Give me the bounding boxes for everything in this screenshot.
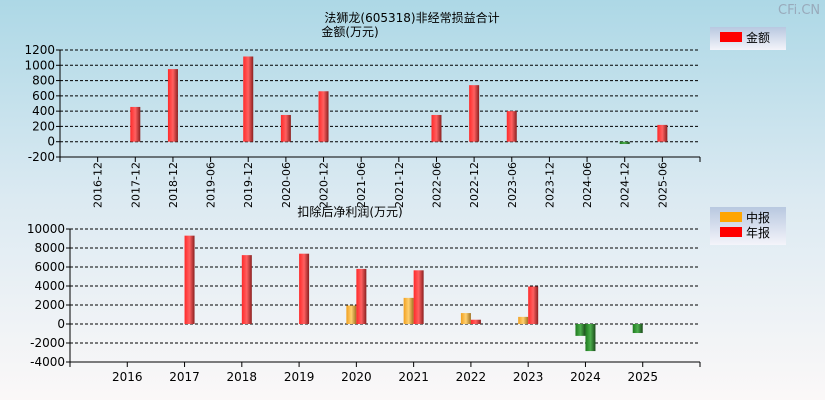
y-tick-label: 6000 (34, 260, 65, 274)
watermark: CFi.CN (778, 3, 820, 18)
y-tick-label: 8000 (34, 241, 65, 255)
bar-中报 (346, 305, 357, 324)
x-tick-label: 2017-12 (129, 162, 142, 208)
x-tick-label: 2022-06 (430, 162, 443, 208)
y-tick-label: -4000 (30, 355, 65, 369)
y-tick-label: 10000 (27, 222, 65, 236)
bar-金额 (130, 106, 141, 142)
chart-1-ylabel: 金额(万元) (321, 24, 378, 39)
x-tick-label: 2021 (398, 370, 429, 384)
y-tick-label: 0 (47, 135, 55, 149)
x-tick-label: 2025 (627, 370, 658, 384)
x-tick-label: 2018 (227, 370, 258, 384)
legend-swatch (720, 212, 742, 222)
legend-label: 年报 (746, 225, 770, 240)
x-tick-label: 2018-12 (167, 162, 180, 208)
x-tick-label: 2020-06 (280, 162, 293, 208)
y-tick-label: 800 (32, 74, 55, 88)
y-tick-label: 4000 (34, 279, 65, 293)
x-tick-label: 2024-06 (581, 162, 594, 208)
y-tick-label: 0 (57, 317, 65, 331)
x-tick-label: 2021-12 (393, 162, 406, 208)
bar-年报 (413, 270, 424, 324)
bar-中报 (575, 324, 586, 336)
legend-swatch (720, 227, 742, 237)
x-tick-label: 2024-12 (619, 162, 632, 208)
x-tick-label: 2023 (513, 370, 544, 384)
x-tick-label: 2017 (169, 370, 200, 384)
bar-中报 (518, 316, 529, 324)
x-tick-label: 2019-06 (205, 162, 218, 208)
y-tick-label: 400 (32, 104, 55, 118)
chart-2: -4000 -2000 0 2000 4000 6000 8000 10000 2016 2017… (27, 207, 786, 384)
x-tick-label: 2023-12 (543, 162, 556, 208)
bar-年报 (470, 319, 481, 324)
bar-金额 (431, 114, 442, 142)
bar-中报 (460, 313, 471, 324)
x-tick-label: 2016-12 (92, 162, 105, 208)
chart-1-title: 法狮龙(605318)非经常损益合计 (324, 10, 499, 25)
bar-金额 (318, 91, 329, 142)
x-tick-label: 2025-06 (656, 162, 669, 208)
x-tick-label: 2016 (112, 370, 143, 384)
x-tick-label: 2021-06 (355, 162, 368, 208)
bar-金额 (243, 56, 254, 142)
y-tick-label: 600 (32, 89, 55, 103)
bar-年报 (184, 235, 195, 324)
legend-label: 中报 (746, 210, 770, 225)
bar-年报 (585, 324, 596, 352)
x-tick-label: 2019-12 (242, 162, 255, 208)
chart-2-title: 扣除后净利润(万元) (297, 204, 402, 219)
bar-中报 (632, 324, 643, 334)
x-tick-label: 2020 (341, 370, 372, 384)
bar-金额 (506, 111, 517, 142)
x-tick-label: 2022 (456, 370, 487, 384)
legend-swatch (720, 32, 742, 42)
bar-金额 (469, 85, 480, 142)
bar-年报 (299, 253, 310, 324)
y-tick-label: 2000 (34, 298, 65, 312)
y-tick-label: 1200 (24, 43, 55, 57)
x-tick-label: 2020-12 (318, 162, 331, 208)
bar-中报 (403, 297, 414, 324)
bar-年报 (356, 268, 367, 324)
bar-金额 (280, 114, 291, 142)
bar-年报 (528, 286, 539, 324)
bar-金额 (657, 124, 668, 142)
x-tick-label: 2019 (284, 370, 315, 384)
legend-label: 金额 (746, 30, 770, 45)
y-tick-label: -2000 (30, 336, 65, 350)
x-tick-label: 2022-12 (468, 162, 481, 208)
y-tick-label: -200 (28, 150, 55, 164)
x-tick-label: 2023-06 (506, 162, 519, 208)
x-tick-label: 2024 (570, 370, 601, 384)
bar-年报 (241, 255, 252, 324)
bar-金额 (619, 141, 630, 145)
bar-金额 (167, 69, 178, 142)
y-tick-label: 1000 (24, 58, 55, 72)
y-tick-label: 200 (32, 119, 55, 133)
